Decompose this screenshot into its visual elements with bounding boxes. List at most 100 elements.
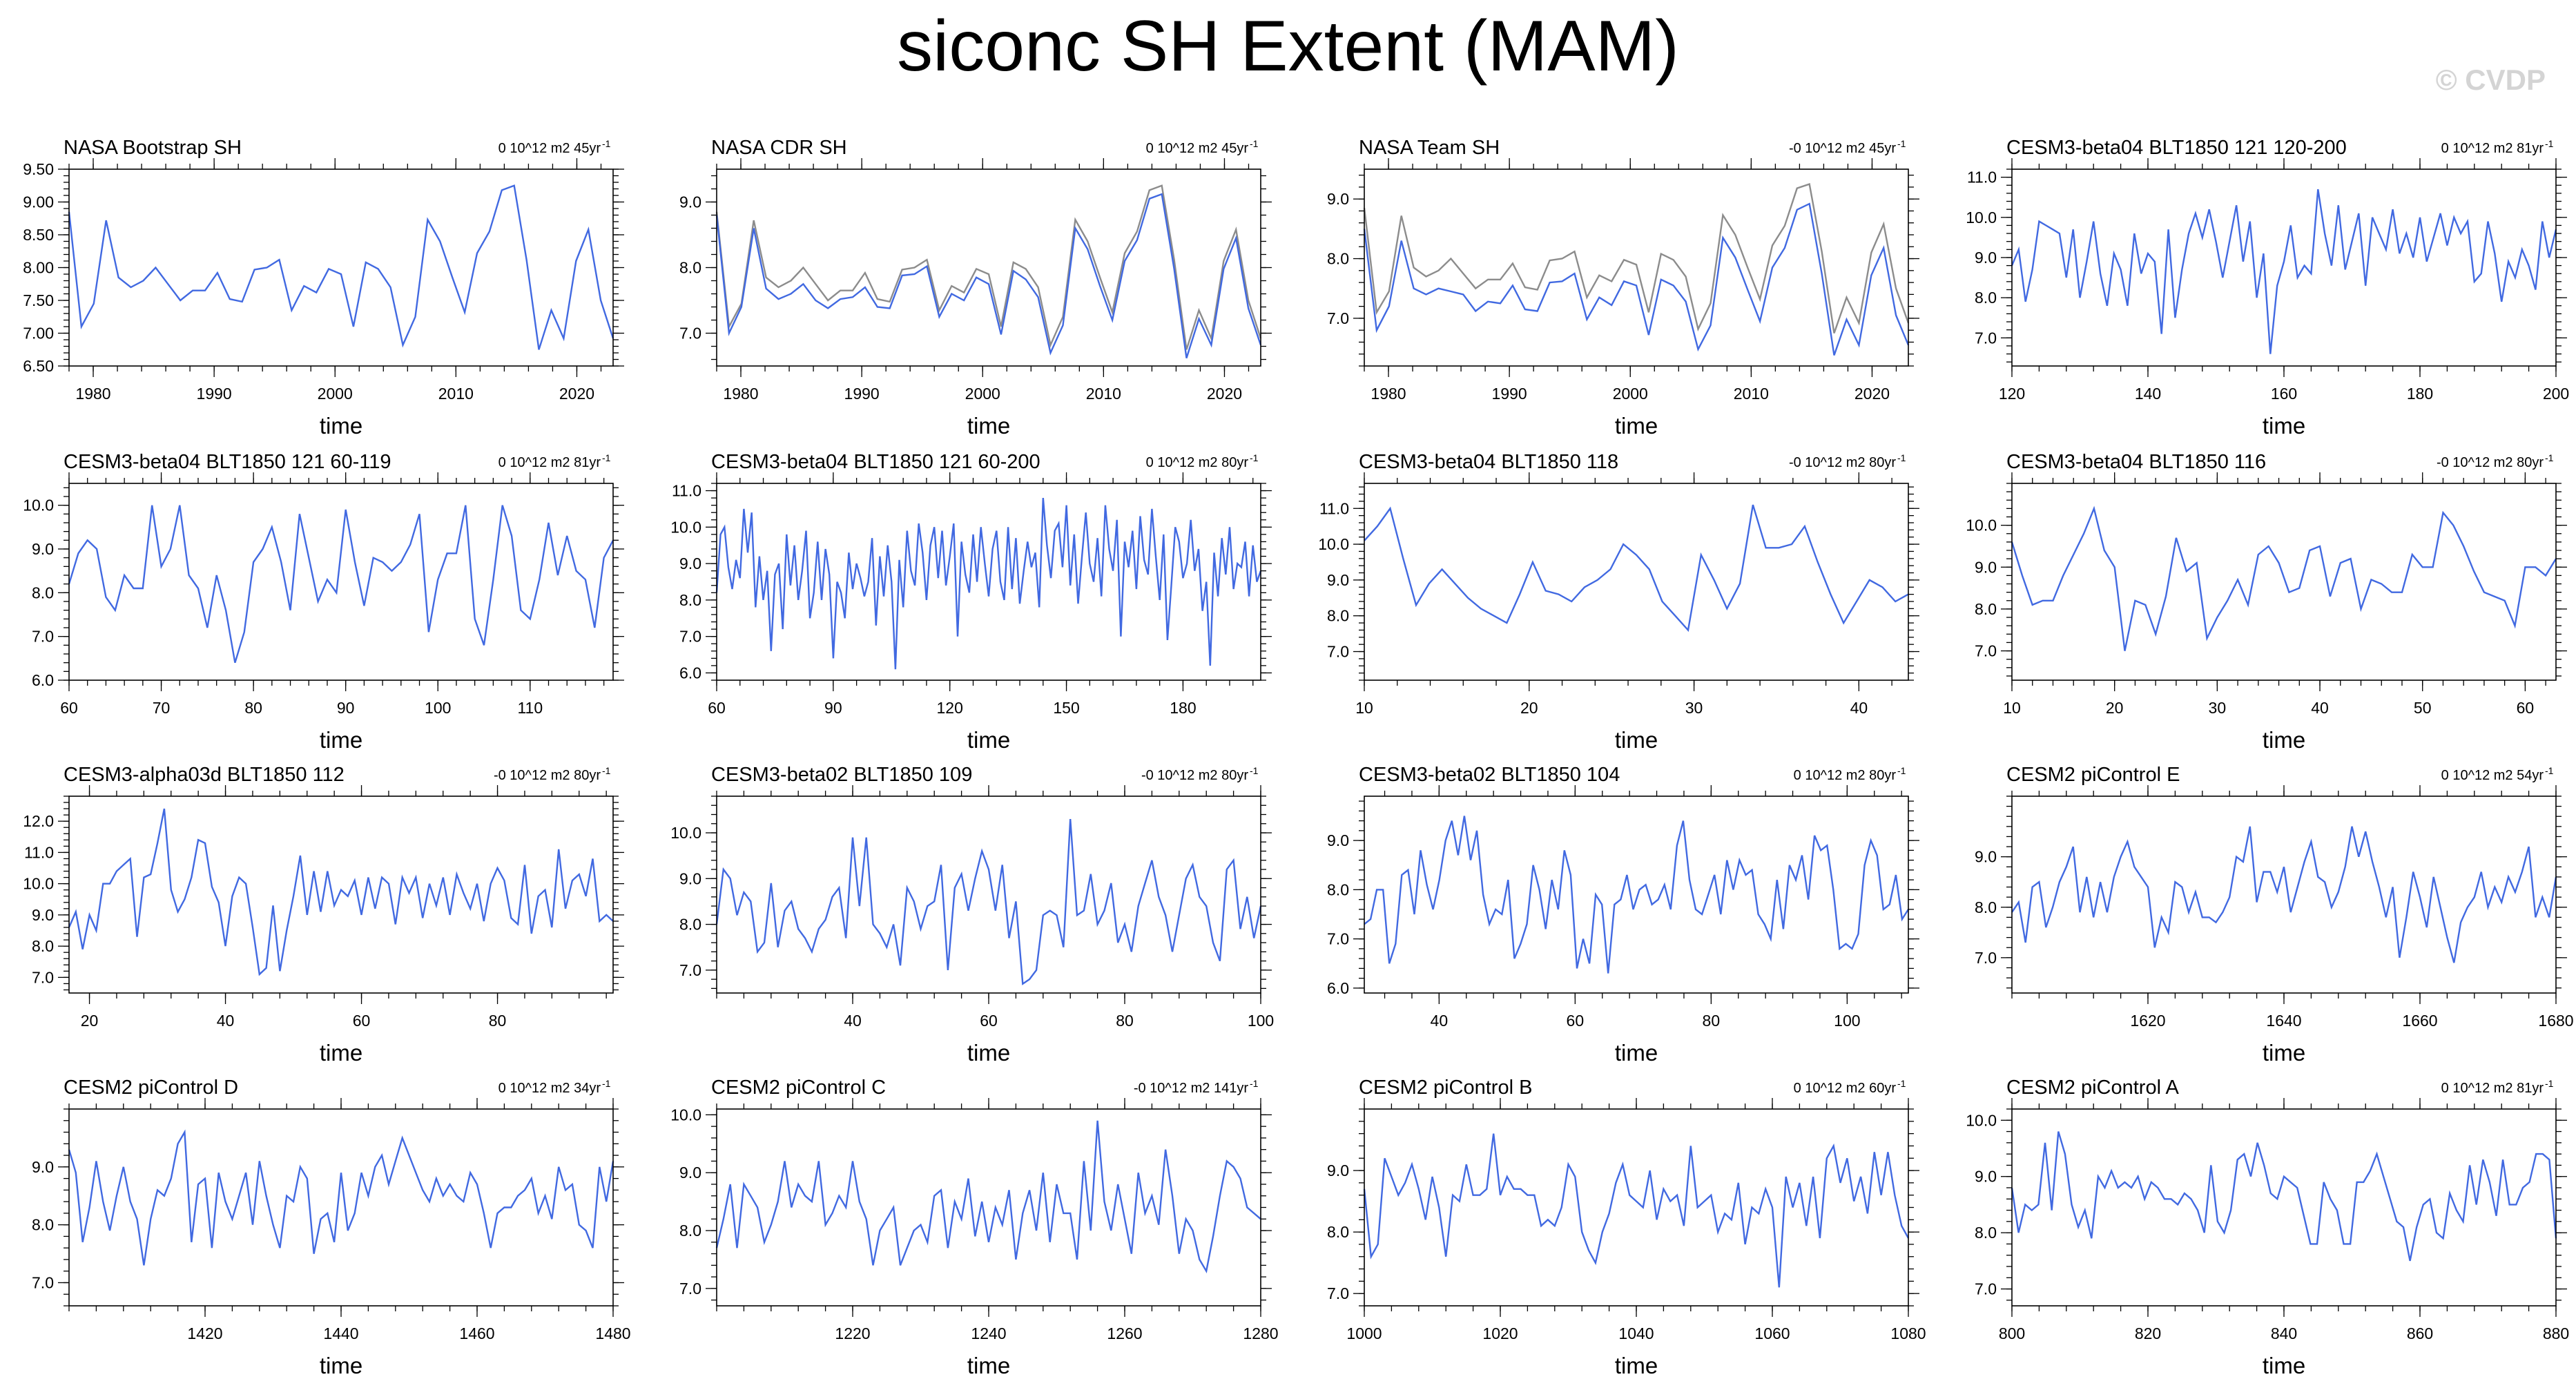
y-tick-label: 9.0 (679, 869, 701, 887)
panel-title: CESM2 piControl E (2006, 764, 2180, 786)
trend-label: -0 10^12 m2 80yr (1141, 768, 1248, 783)
series-line (1364, 504, 1909, 633)
y-tick-label: 8.50 (23, 226, 54, 244)
x-tick-label: 10 (1355, 699, 1373, 717)
x-axis-label: time (320, 413, 362, 438)
y-tick-label: 7.0 (1327, 930, 1349, 948)
x-tick-label: 1640 (2266, 1012, 2301, 1030)
x-tick-label: 70 (153, 699, 171, 717)
x-tick-label: 1980 (1371, 385, 1406, 403)
panel-title: NASA Team SH (1359, 137, 1500, 159)
x-tick-label: 160 (2271, 385, 2297, 403)
y-tick-label: 8.0 (1327, 607, 1349, 625)
y-tick-label: 8.0 (1975, 898, 1997, 916)
x-tick-label: 140 (2135, 385, 2161, 403)
y-tick-label: 11.0 (1967, 168, 1997, 186)
y-tick-label: 7.0 (32, 968, 54, 986)
x-tick-label: 1660 (2402, 1012, 2437, 1030)
x-tick-label: 2010 (1086, 385, 1121, 403)
y-tick-label: 9.0 (1975, 558, 1997, 576)
trend-label: 0 10^12 m2 60yr (1794, 1081, 1897, 1096)
panel-title: CESM3-beta04 BLT1850 116 (2006, 451, 2266, 473)
trend-exponent: -1 (2545, 138, 2554, 149)
plot-frame (1364, 796, 1909, 994)
panel-title: NASA CDR SH (711, 137, 847, 159)
x-tick-label: 60 (980, 1012, 998, 1030)
chart-panel: CESM3-beta04 BLT1850 118 -0 10^12 m2 80yr… (1318, 451, 1919, 753)
trend-label: -0 10^12 m2 80yr (494, 768, 601, 783)
y-tick-label: 10.0 (1318, 535, 1349, 553)
panel-title: CESM2 piControl A (2006, 1077, 2179, 1099)
x-tick-label: 40 (217, 1012, 235, 1030)
x-axis-label: time (2263, 1040, 2305, 1066)
x-tick-label: 60 (708, 699, 726, 717)
x-tick-label: 880 (2543, 1324, 2569, 1342)
plot-frame (2011, 168, 2557, 367)
y-tick-label: 9.0 (32, 906, 54, 924)
plot-frame (68, 1108, 614, 1307)
y-tick-label: 6.50 (23, 357, 54, 375)
y-tick-label: 9.0 (1975, 1168, 1997, 1186)
trend-exponent: -1 (1897, 765, 1906, 776)
trend-label: -0 10^12 m2 141yr (1134, 1081, 1248, 1096)
y-tick-label: 7.0 (679, 628, 701, 646)
plot-frame (2011, 796, 2557, 994)
series-line (715, 193, 1262, 358)
x-tick-label: 1980 (723, 385, 758, 403)
trend-exponent: -1 (2545, 452, 2554, 463)
x-axis-label: time (1615, 413, 1658, 438)
plot-frame (716, 483, 1261, 681)
trend-label: -0 10^12 m2 80yr (2437, 455, 2544, 470)
x-tick-label: 40 (1431, 1012, 1449, 1030)
trend-exponent: -1 (2545, 1078, 2554, 1089)
x-tick-label: 840 (2271, 1324, 2297, 1342)
y-tick-label: 10.0 (1966, 209, 1997, 226)
chart-panel: NASA CDR SH 0 10^12 m2 45yr -1 7.0 8.0 9.0 198… (679, 137, 1272, 438)
y-tick-label: 6.0 (679, 664, 701, 682)
y-tick-label: 10.0 (23, 497, 54, 514)
x-tick-label: 80 (1116, 1012, 1134, 1030)
y-tick-label: 10.0 (670, 824, 701, 842)
y-tick-label: 8.0 (32, 584, 54, 601)
x-tick-label: 2020 (1854, 385, 1890, 403)
reference-series-line (1363, 183, 1910, 334)
trend-label: 0 10^12 m2 81yr (498, 455, 601, 470)
x-axis-label: time (967, 727, 1010, 753)
y-tick-label: 12.0 (23, 812, 54, 830)
panel-title: CESM3-alpha03d BLT1850 112 (64, 764, 345, 786)
x-tick-label: 2000 (318, 385, 353, 403)
x-tick-label: 1240 (971, 1324, 1006, 1342)
panel-title: CESM3-beta02 BLT1850 104 (1359, 764, 1620, 786)
chart-panel: CESM2 piControl B 0 10^12 m2 60yr -1 7.0 8.0… (1327, 1077, 1926, 1378)
series-line (68, 505, 614, 664)
x-tick-label: 1990 (197, 385, 232, 403)
chart-panel: NASA Team SH -0 10^12 m2 45yr -1 7.0 8.0 9.0 1… (1327, 137, 1919, 438)
x-axis-label: time (320, 1040, 362, 1066)
trend-label: 0 10^12 m2 81yr (2441, 141, 2544, 156)
panel-title: CESM2 piControl D (64, 1077, 238, 1099)
series-line (715, 498, 1262, 670)
x-tick-label: 1040 (1618, 1324, 1654, 1342)
y-tick-label: 8.00 (23, 259, 54, 277)
y-tick-label: 8.0 (32, 1216, 54, 1234)
x-tick-label: 2000 (1613, 385, 1648, 403)
x-tick-label: 20 (81, 1012, 99, 1030)
x-tick-label: 30 (2209, 699, 2227, 717)
plot-frame (68, 168, 614, 367)
trend-label: 0 10^12 m2 80yr (1146, 455, 1249, 470)
trend-label: 0 10^12 m2 54yr (2441, 768, 2544, 783)
plot-frame (716, 168, 1261, 367)
y-tick-label: 7.0 (32, 1273, 54, 1291)
trend-exponent: -1 (602, 138, 611, 149)
x-tick-label: 860 (2407, 1324, 2433, 1342)
cvdp-watermark: © CVDP (2435, 64, 2546, 96)
x-tick-label: 100 (425, 699, 451, 717)
x-axis-label: time (320, 1353, 362, 1378)
x-tick-label: 2010 (1734, 385, 1769, 403)
chart-panel: CESM2 piControl C -0 10^12 m2 141yr -1 7.0 8… (670, 1077, 1278, 1378)
y-tick-label: 9.0 (32, 540, 54, 558)
x-tick-label: 150 (1053, 699, 1079, 717)
y-tick-label: 10.0 (1966, 1111, 1997, 1129)
trend-exponent: -1 (1897, 138, 1906, 149)
x-tick-label: 40 (1850, 699, 1868, 717)
